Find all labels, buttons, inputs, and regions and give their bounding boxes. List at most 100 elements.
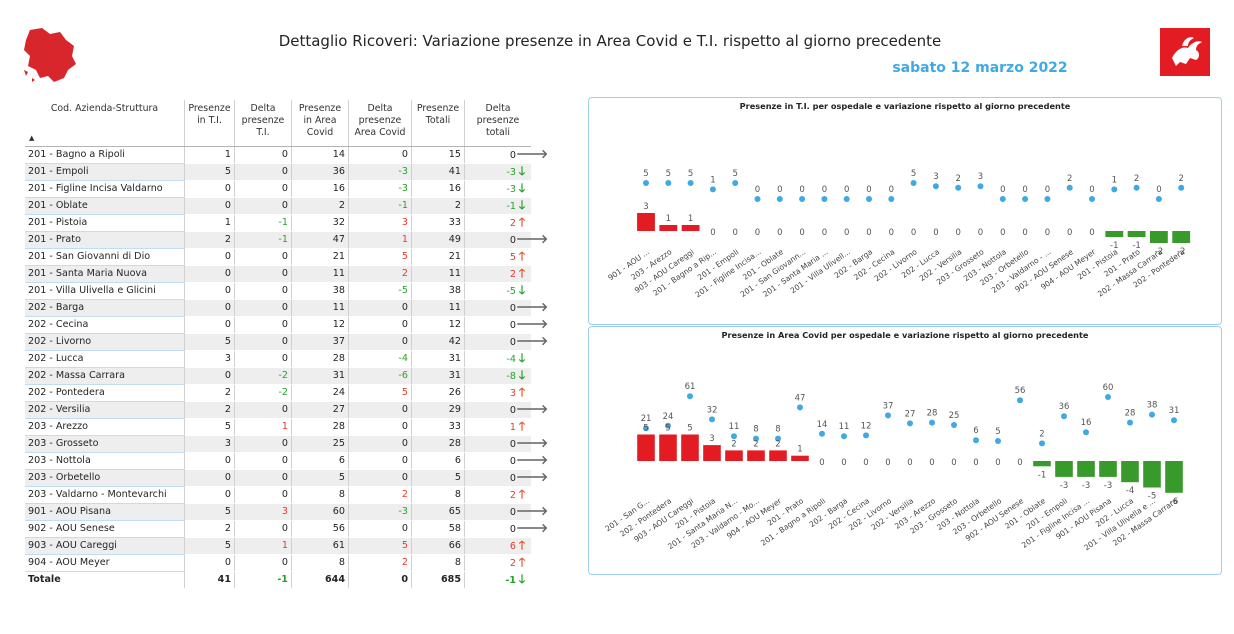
cell-presenze-ti: 1 — [184, 214, 235, 232]
cell-presenze-totali: 26 — [411, 384, 465, 402]
col-header-delta-totali[interactable]: Delta presenze totali — [464, 100, 531, 147]
col-header-presenze-covid[interactable]: Presenze in Area Covid — [291, 100, 349, 147]
delta-totali-value: 0 — [509, 507, 516, 518]
arrow-down-icon: 🡓 — [518, 368, 526, 382]
cell-presenze-totali: 29 — [411, 401, 465, 419]
point-label: 0 — [889, 185, 894, 195]
col-header-struttura[interactable]: Cod. Azienda-Struttura ▲ — [25, 100, 185, 147]
cell-delta-covid: 0 — [348, 452, 412, 470]
table-row[interactable]: 202 - Cecina 0 0 12 0 12 0🡒 — [25, 316, 548, 334]
cell-delta-covid: -3 — [348, 180, 412, 198]
cell-delta-covid: 0 — [348, 146, 412, 164]
bar-label: 0 — [889, 228, 894, 238]
delta-totali-value: 2 — [509, 558, 516, 569]
table-row[interactable]: 201 - Oblate 0 0 2 -1 2 -1 🡓 — [25, 197, 531, 215]
table-row[interactable]: 903 - AOU Careggi 5 1 61 5 66 6 🡑 — [25, 537, 531, 555]
data-point — [1017, 397, 1023, 404]
table-row[interactable]: 202 - Lucca 3 0 28 -4 31 -4 🡓 — [25, 350, 531, 368]
cell-delta-ti: 0 — [234, 180, 292, 198]
table-row[interactable]: 202 - Versilia 2 0 27 0 29 0🡒 — [25, 401, 548, 419]
cell-presenze-covid: 27 — [291, 401, 349, 419]
table-row[interactable]: 202 - Pontedera 2 -2 24 5 26 3 🡑 — [25, 384, 531, 402]
table-row[interactable]: 201 - Pistoia 1 -1 32 3 33 2 🡑 — [25, 214, 531, 232]
table-row[interactable]: 201 - Villa Ulivella e Glicini 0 0 38 -5 38 -5… — [25, 282, 531, 300]
cell-delta-ti: -1 — [234, 214, 292, 232]
table-row[interactable]: 203 - Grosseto 3 0 25 0 28 0🡒 — [25, 435, 548, 453]
cell-presenze-totali: 12 — [411, 316, 465, 334]
col-header-presenze-totali[interactable]: Presenze Totali — [411, 100, 465, 147]
cell-delta-ti: 0 — [234, 163, 292, 181]
cell-presenze-totali: 21 — [411, 248, 465, 266]
table-row[interactable]: 201 - Prato 2 -1 47 1 49 0🡒 — [25, 231, 548, 249]
cell-presenze-totali: 11 — [411, 265, 465, 283]
point-label: 21 — [641, 414, 652, 424]
table-row[interactable]: 202 - Livorno 5 0 37 0 42 0🡒 — [25, 333, 548, 351]
table-row[interactable]: 201 - Figline Incisa Valdarno 0 0 16 -3 16 -3 🡓 — [25, 180, 531, 198]
table-row[interactable]: 904 - AOU Meyer 0 0 8 2 8 2 🡑 — [25, 554, 531, 572]
cell-delta-totali: 2 🡑 — [464, 554, 531, 572]
delta-bar — [1165, 461, 1183, 493]
cell-delta-ti: 0 — [234, 554, 292, 572]
cell-presenze-totali: 8 — [411, 554, 465, 572]
cell-delta-totali: 0🡒 — [464, 333, 548, 351]
bar-label: 0 — [1089, 228, 1094, 238]
bar-label: 2 — [753, 439, 758, 449]
table-row[interactable]: 902 - AOU Senese 2 0 56 0 58 0🡒 — [25, 520, 548, 538]
cell-delta-covid: -6 — [348, 367, 412, 385]
cell-struttura: 202 - Lucca — [25, 350, 185, 368]
col-header-presenze-ti[interactable]: Presenze in T.I. — [184, 100, 235, 147]
data-point — [1133, 184, 1140, 191]
cell-delta-covid: 0 — [348, 401, 412, 419]
data-point — [1089, 196, 1095, 202]
point-label: 0 — [844, 185, 849, 195]
cell-presenze-ti: 0 — [184, 316, 235, 334]
table-row[interactable]: 203 - Valdarno - Montevarchi 0 0 8 2 8 2 🡑 — [25, 486, 531, 504]
table-row[interactable]: 203 - Arezzo 5 1 28 0 33 1 🡑 — [25, 418, 531, 436]
arrow-up-icon: 🡑 — [518, 266, 526, 280]
cell-presenze-covid: 8 — [291, 554, 349, 572]
data-point — [643, 425, 649, 432]
tuscany-map-icon — [24, 28, 76, 82]
delta-totali-value: -3 — [506, 184, 516, 195]
bar-label: 0 — [1000, 228, 1005, 238]
cell-presenze-covid: 47 — [291, 231, 349, 249]
sort-ascending-icon[interactable]: ▲ — [29, 134, 35, 142]
cell-presenze-covid: 36 — [291, 163, 349, 181]
cell-delta-ti: 0 — [234, 299, 292, 317]
cell-presenze-ti: 5 — [184, 503, 235, 521]
delta-bar — [1055, 461, 1073, 477]
table-row[interactable]: 901 - AOU Pisana 5 3 60 -3 65 0🡒 — [25, 503, 548, 521]
col-header-delta-covid[interactable]: Delta presenze Area Covid — [348, 100, 412, 147]
cell-struttura: 201 - Oblate — [25, 197, 185, 215]
cell-presenze-covid: 37 — [291, 333, 349, 351]
table-row[interactable]: 201 - Bagno a Ripoli 1 0 14 0 15 0🡒 — [25, 146, 548, 164]
bar-label: 0 — [755, 228, 760, 238]
arrow-up-icon: 🡑 — [518, 215, 526, 229]
cell-delta-ti: -1 — [234, 231, 292, 249]
bar-label: 0 — [863, 458, 868, 468]
table-row[interactable]: 202 - Barga 0 0 11 0 11 0🡒 — [25, 299, 548, 317]
table-row[interactable]: 203 - Orbetello 0 0 5 0 5 0🡒 — [25, 469, 549, 487]
table-row[interactable]: 201 - Empoli 5 0 36 -3 41 -3 🡓 — [25, 163, 531, 181]
col-header-delta-ti[interactable]: Delta presenze T.I. — [234, 100, 292, 147]
table-row[interactable]: 201 - San Giovanni di Dio 0 0 21 5 21 5 🡑 — [25, 248, 531, 266]
table-total-row[interactable]: Totale 41 -1 644 0 685 -1 🡓 — [25, 571, 531, 588]
table-row[interactable]: 202 - Massa Carrara 0 -2 31 -6 31 -8 🡓 — [25, 367, 531, 385]
cell-delta-ti: -2 — [234, 384, 292, 402]
cell-delta-covid: 2 — [348, 554, 412, 572]
cell-presenze-totali: 2 — [411, 197, 465, 215]
cell-delta-covid: 0 — [348, 418, 412, 436]
cell-presenze-ti: 5 — [184, 163, 235, 181]
bar-label: -2 — [1155, 247, 1163, 257]
point-label: 27 — [905, 409, 916, 419]
point-label: 0 — [1156, 185, 1161, 195]
arrow-right-icon: 🡒 — [516, 470, 549, 484]
data-point — [973, 437, 979, 444]
bar-label: 0 — [819, 458, 824, 468]
cell-delta-covid: 0 — [348, 469, 412, 487]
point-label: 0 — [799, 185, 804, 195]
cell-delta-covid: 2 — [348, 486, 412, 504]
cell-struttura: 201 - Empoli — [25, 163, 185, 181]
table-row[interactable]: 201 - Santa Maria Nuova 0 0 11 2 11 2 🡑 — [25, 265, 531, 283]
table-row[interactable]: 203 - Nottola 0 0 6 0 6 0🡒 — [25, 452, 548, 470]
